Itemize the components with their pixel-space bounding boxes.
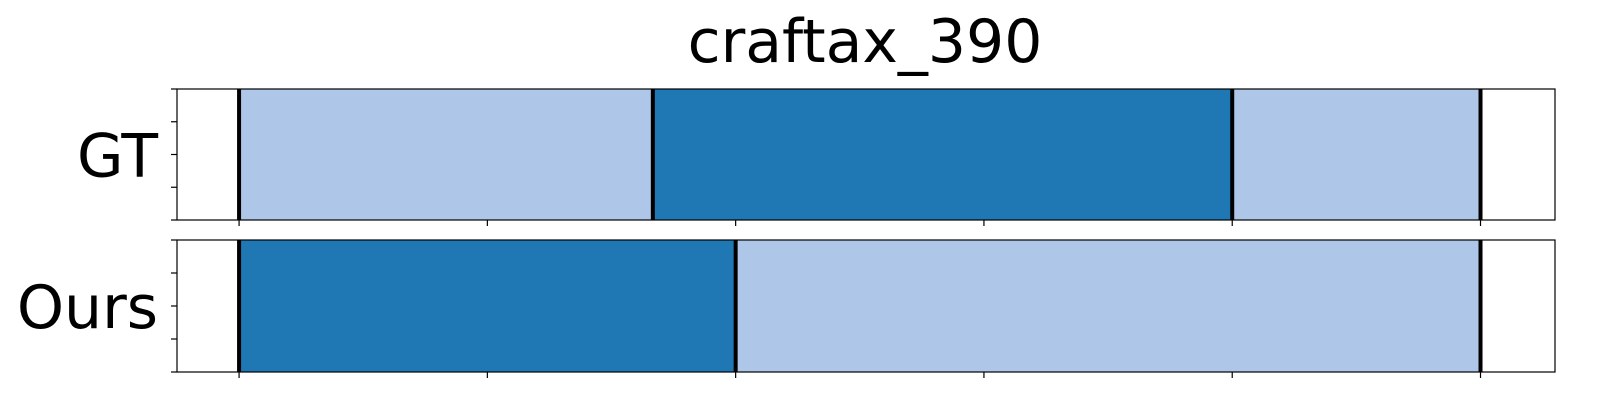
- row-label: GT: [77, 122, 158, 192]
- segment-bar: [239, 89, 653, 220]
- segment-bar: [652, 89, 1233, 220]
- chart-title: craftax_390: [688, 7, 1043, 77]
- segment-bar: [239, 240, 736, 372]
- panel-ours: Ours: [17, 239, 1556, 378]
- panels: GT Ours: [17, 88, 1556, 378]
- row-label: Ours: [17, 273, 158, 343]
- segment-bar: [735, 240, 1481, 372]
- panel-gt: GT: [77, 88, 1556, 226]
- segment-bar: [1232, 89, 1481, 220]
